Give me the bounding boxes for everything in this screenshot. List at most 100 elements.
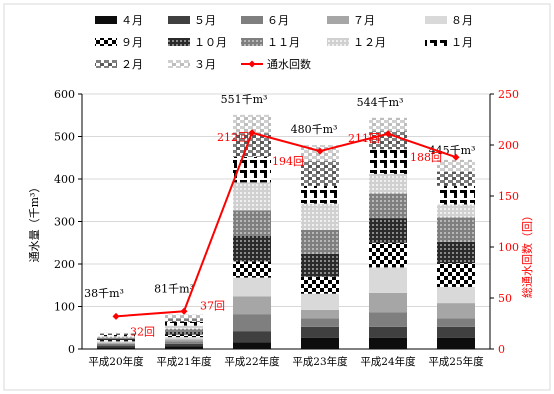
legend-label: ５月	[194, 14, 216, 27]
y-tick-label-right: 100	[498, 241, 519, 254]
bar-segment	[233, 210, 271, 236]
bar-segment	[437, 159, 475, 172]
legend-swatch	[168, 60, 190, 68]
line-data-label: 32回	[130, 325, 155, 338]
legend-label: ２月	[121, 58, 143, 71]
total-label: 480千m³	[291, 123, 338, 136]
x-tick-label: 平成22年度	[224, 355, 280, 368]
y-tick-label-left: 400	[54, 173, 75, 186]
bar-segment	[369, 326, 407, 338]
line-data-label: 194回	[272, 155, 304, 168]
line-point	[248, 129, 256, 137]
bar-segment	[437, 171, 475, 186]
bar-segment	[437, 286, 475, 304]
bar-segment	[233, 114, 271, 134]
bar-segment	[369, 242, 407, 268]
line-data-label: 37回	[200, 299, 225, 312]
y-tick-label-right: 50	[498, 292, 512, 305]
bar-segment	[369, 292, 407, 313]
bar-segment	[301, 276, 339, 294]
bar-segment	[301, 337, 339, 349]
legend-swatch	[168, 16, 190, 24]
bar-segment	[165, 339, 203, 342]
y-tick-label-left: 600	[54, 88, 75, 101]
bar-segment	[233, 182, 271, 211]
legend-label: ７月	[353, 14, 375, 27]
bar-segment	[97, 333, 135, 335]
legend-label: ４月	[121, 14, 143, 27]
bar-segment	[233, 296, 271, 315]
legend-marker	[248, 60, 256, 68]
bar-segment	[165, 321, 203, 326]
bar-segment	[233, 235, 271, 262]
bar-segment	[437, 318, 475, 327]
bar-segment	[301, 326, 339, 338]
legend-label: １１月	[267, 36, 300, 49]
line-data-label: 211回	[348, 132, 380, 145]
legend-swatch	[95, 60, 117, 68]
bar-segment	[437, 337, 475, 349]
y-tick-label-left: 0	[68, 343, 75, 356]
bar-segment	[369, 312, 407, 327]
total-label: 38千m³	[84, 287, 124, 300]
legend-swatch	[95, 16, 117, 24]
y-tick-label-left: 100	[54, 301, 75, 314]
y-tick-label-right: 0	[498, 343, 505, 356]
x-tick-label: 平成24年度	[360, 355, 416, 368]
bar-segment	[97, 342, 135, 344]
y-tick-label-right: 200	[498, 139, 519, 152]
bar-segment	[97, 332, 135, 334]
plot-area: 0 100 200 300 400 500 600 0 50 100 150 200 250 平成20年度…	[54, 88, 519, 368]
legend-swatch	[168, 38, 190, 46]
bar-segment	[369, 173, 407, 194]
bar-segment	[369, 193, 407, 219]
legend-swatch	[425, 16, 447, 24]
total-label: 445千m³	[429, 144, 476, 157]
y-tick-label-left: 500	[54, 131, 75, 144]
bar-segment	[369, 267, 407, 293]
legend-label: １２月	[353, 36, 386, 49]
legend: ４月 ５月 ６月 ７月 ８月 ９月 １０月 １１月 １２月 １月 ２月 ３月 通水回数	[95, 14, 473, 71]
bar-segment	[301, 293, 339, 310]
line-series-path	[115, 131, 457, 318]
bar-segment	[437, 241, 475, 264]
x-tick-label: 平成23年度	[292, 355, 348, 368]
bar-segment	[233, 277, 271, 297]
bar-segment	[233, 342, 271, 349]
bar-segment	[301, 318, 339, 327]
total-label: 551千m³	[221, 93, 268, 106]
bar-segment	[233, 133, 271, 157]
legend-swatch	[241, 38, 263, 46]
bar-segment	[165, 334, 203, 338]
bar-segment	[165, 332, 203, 335]
chart-frame	[3, 3, 551, 391]
legend-label: １０月	[194, 36, 227, 49]
bar-segment	[165, 346, 203, 349]
bar-segment	[97, 340, 135, 342]
line-point	[112, 312, 120, 320]
y-tick-label-left: 200	[54, 258, 75, 271]
bar-segment	[97, 337, 135, 339]
bar-segment	[97, 345, 135, 348]
legend-label: １月	[451, 36, 473, 49]
legend-label: 通水回数	[267, 58, 311, 71]
bar-segment	[437, 217, 475, 242]
bar-segment	[369, 218, 407, 243]
legend-label: ３月	[194, 58, 216, 71]
bar-segment	[165, 325, 203, 330]
bar-segment	[97, 343, 135, 346]
legend-swatch	[327, 16, 349, 24]
bar-segment	[301, 309, 339, 319]
legend-swatch	[327, 38, 349, 46]
bar-segment	[233, 156, 271, 183]
y-axis-label-left: 通水量（千m³）	[28, 182, 41, 263]
bar-segment	[97, 338, 135, 341]
bar-segment	[437, 185, 475, 205]
legend-swatch	[425, 38, 447, 46]
bar-segment	[233, 314, 271, 332]
x-tick-label: 平成20年度	[88, 355, 144, 368]
bar-segment	[301, 185, 339, 204]
line-point	[180, 307, 188, 315]
bar-segment	[233, 331, 271, 343]
